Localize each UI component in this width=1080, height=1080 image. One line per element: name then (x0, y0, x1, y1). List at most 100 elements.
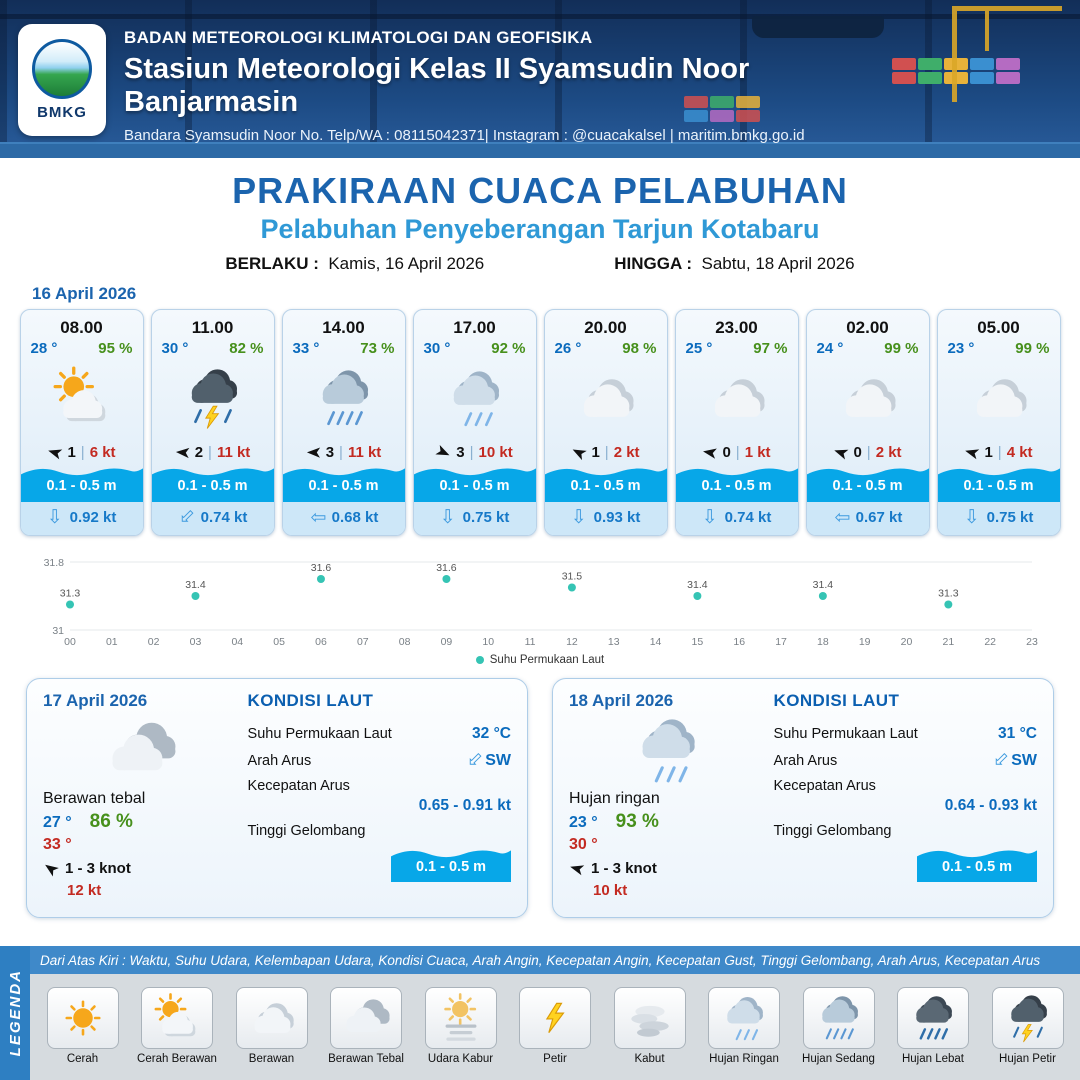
wave-label: Tinggi Gelombang (247, 823, 366, 839)
berawan-icon (676, 357, 798, 439)
day-weather: 17 April 2026 Berawan tebal 27 ° 86 % 33… (43, 691, 240, 905)
current-info: ⇩ 0.75 kt (937, 502, 1060, 535)
wave-height: 0.1 - 0.5 m (391, 859, 511, 882)
sea-conditions-title: KONDISI LAUT (773, 691, 900, 710)
sst-value: 31 °C (998, 725, 1037, 742)
air-temperature: 30 ° (161, 340, 189, 357)
temp-humidity-row: 30 ° 92 % (414, 340, 536, 357)
forecast-card: 14.00 33 ° 73 % 3 | 11 kt 0.1 - 0.5 m ⇩ 0.68 kt (281, 309, 406, 536)
legend-item-label: Cerah Berawan (137, 1053, 217, 1066)
current-direction-icon: ⇩ (963, 507, 980, 528)
svg-text:03: 03 (190, 636, 202, 648)
legend-dot-icon (475, 656, 484, 664)
current-info: ⇩ 0.67 kt (806, 502, 929, 535)
sea-conditions-title: KONDISI LAUT (247, 691, 374, 710)
cerah-icon (46, 987, 119, 1050)
current-direction-icon: ⇩ (701, 507, 718, 528)
forecast-time: 05.00 (977, 318, 1020, 337)
humidity: 95 % (98, 340, 133, 357)
wind-info: 3 | 10 kt (414, 439, 536, 465)
current-direction-icon: ⇩ (439, 507, 456, 528)
cerah-berawan-icon (21, 357, 143, 439)
humidity: 97 % (753, 340, 788, 357)
current-speed: 0.75 kt (986, 509, 1034, 526)
legend-item-label: Berawan (248, 1053, 295, 1066)
gust-speed: 2 kt (613, 443, 640, 461)
svg-text:21: 21 (943, 636, 955, 648)
chart-legend-label: Suhu Permukaan Laut (489, 654, 605, 666)
forecast-card: 20.00 26 ° 98 % 1 | 2 kt 0.1 - 0.5 m ⇩ 0.93 kt (543, 309, 668, 536)
forecast-card: 05.00 23 ° 99 % 1 | 4 kt 0.1 - 0.5 m ⇩ 0.75 kt (936, 309, 1061, 536)
humidity: 93 % (615, 811, 659, 832)
legend-item-label: Hujan Ringan (709, 1053, 779, 1066)
wind-speed: 0 (722, 443, 731, 461)
wave-height: 0.1 - 0.5 m (544, 477, 667, 502)
sea-illustration (0, 142, 1080, 158)
wind-direction-icon (833, 445, 849, 460)
day-card: 17 April 2026 Berawan tebal 27 ° 86 % 33… (26, 678, 528, 918)
humidity: 99 % (884, 340, 919, 357)
svg-text:00: 00 (64, 636, 76, 648)
wind-info: 1 | 6 kt (21, 439, 143, 465)
valid-from: BERLAKU : Kamis, 16 April 2026 (225, 254, 485, 273)
air-temperature: 26 ° (554, 340, 582, 357)
temp-max: 30 ° (569, 836, 598, 853)
current-info: ⇩ 0.74 kt (151, 502, 274, 535)
current-info: ⇩ 0.93 kt (544, 502, 667, 535)
crane-illustration (952, 6, 1062, 102)
agency-name: BADAN METEOROLOGI KLIMATOLOGI DAN GEOFIS… (124, 28, 593, 47)
forecast-time: 02.00 (846, 318, 889, 337)
legend-item: Kabut (604, 987, 696, 1066)
air-temperature: 28 ° (30, 340, 58, 357)
wind-direction-icon (569, 861, 585, 876)
legend-item-label: Kabut (634, 1053, 665, 1066)
header-text: BADAN METEOROLOGI KLIMATOLOGI DAN GEOFIS… (124, 28, 820, 144)
air-temperature: 23 ° (947, 340, 975, 357)
hourly-forecast-section: 16 April 2026 08.00 28 ° 95 % 1 | 6 kt 0.1 - 0… (0, 274, 1080, 536)
svg-text:31.4: 31.4 (687, 579, 708, 591)
hujan-ringan-icon (708, 987, 780, 1050)
current-speed: 0.93 kt (593, 509, 641, 526)
legend-item: Petir (509, 987, 601, 1066)
hujan-sedang-icon (802, 987, 875, 1050)
wind-info: 1 - 3 knot (43, 860, 240, 877)
gust-speed: 2 kt (875, 443, 902, 461)
chart-legend: Suhu Permukaan Laut (22, 654, 1058, 666)
legend-item: Hujan Lebat (887, 987, 979, 1066)
wind-direction-icon (964, 445, 980, 460)
current-speed: 0.74 kt (724, 509, 772, 526)
wind-info: 3 | 11 kt (283, 439, 405, 465)
current-speed-label: Kecepatan Arus (247, 778, 350, 794)
gust-speed: 11 kt (347, 443, 382, 461)
humidity: 73 % (360, 340, 395, 357)
wave-height: 0.1 - 0.5 m (282, 477, 405, 502)
container-stack (684, 96, 760, 122)
svg-text:09: 09 (441, 636, 453, 648)
wind-direction-icon (571, 445, 588, 460)
temp-min: 27 ° (43, 814, 72, 831)
legend-section: LEGENDA Dari Atas Kiri : Waktu, Suhu Uda… (0, 946, 1080, 1080)
legend-item: Cerah (37, 987, 129, 1066)
gust-speed: 6 kt (89, 443, 116, 461)
legend-item: Hujan Petir (982, 987, 1074, 1066)
page-title: PRAKIRAAN CUACA PELABUHAN (232, 170, 848, 211)
svg-text:13: 13 (608, 636, 620, 648)
valid-until: HINGGA : Sabtu, 18 April 2026 (614, 254, 855, 273)
current-speed: 0.64 - 0.93 kt (944, 797, 1037, 814)
sst-label: Suhu Permukaan Laut (773, 726, 918, 742)
wind-info: 0 | 2 kt (807, 439, 929, 465)
legend-item-label: Udara Kabur (427, 1053, 494, 1066)
ship-illustration (752, 16, 884, 38)
svg-text:07: 07 (357, 636, 369, 648)
sst-chart: 31.8 31 00 01 02 03 04 05 06 07 08 09 10 11 12 13 14 15 16… (22, 544, 1058, 653)
svg-text:14: 14 (650, 636, 662, 648)
kabut-icon (613, 987, 686, 1050)
current-direction-icon: ⇩ (461, 747, 488, 774)
svg-text:06: 06 (315, 636, 327, 648)
current-direction: ⇩ SW (461, 747, 511, 774)
forecast-card: 02.00 24 ° 99 % 0 | 2 kt 0.1 - 0.5 m ⇩ 0.67 kt (805, 309, 930, 536)
svg-text:31.4: 31.4 (185, 579, 206, 591)
day-weather: 18 April 2026 Hujan ringan 23 ° 93 % 30 … (569, 691, 766, 905)
hujan-sedang-icon (283, 357, 405, 439)
humidity: 86 % (89, 811, 133, 832)
